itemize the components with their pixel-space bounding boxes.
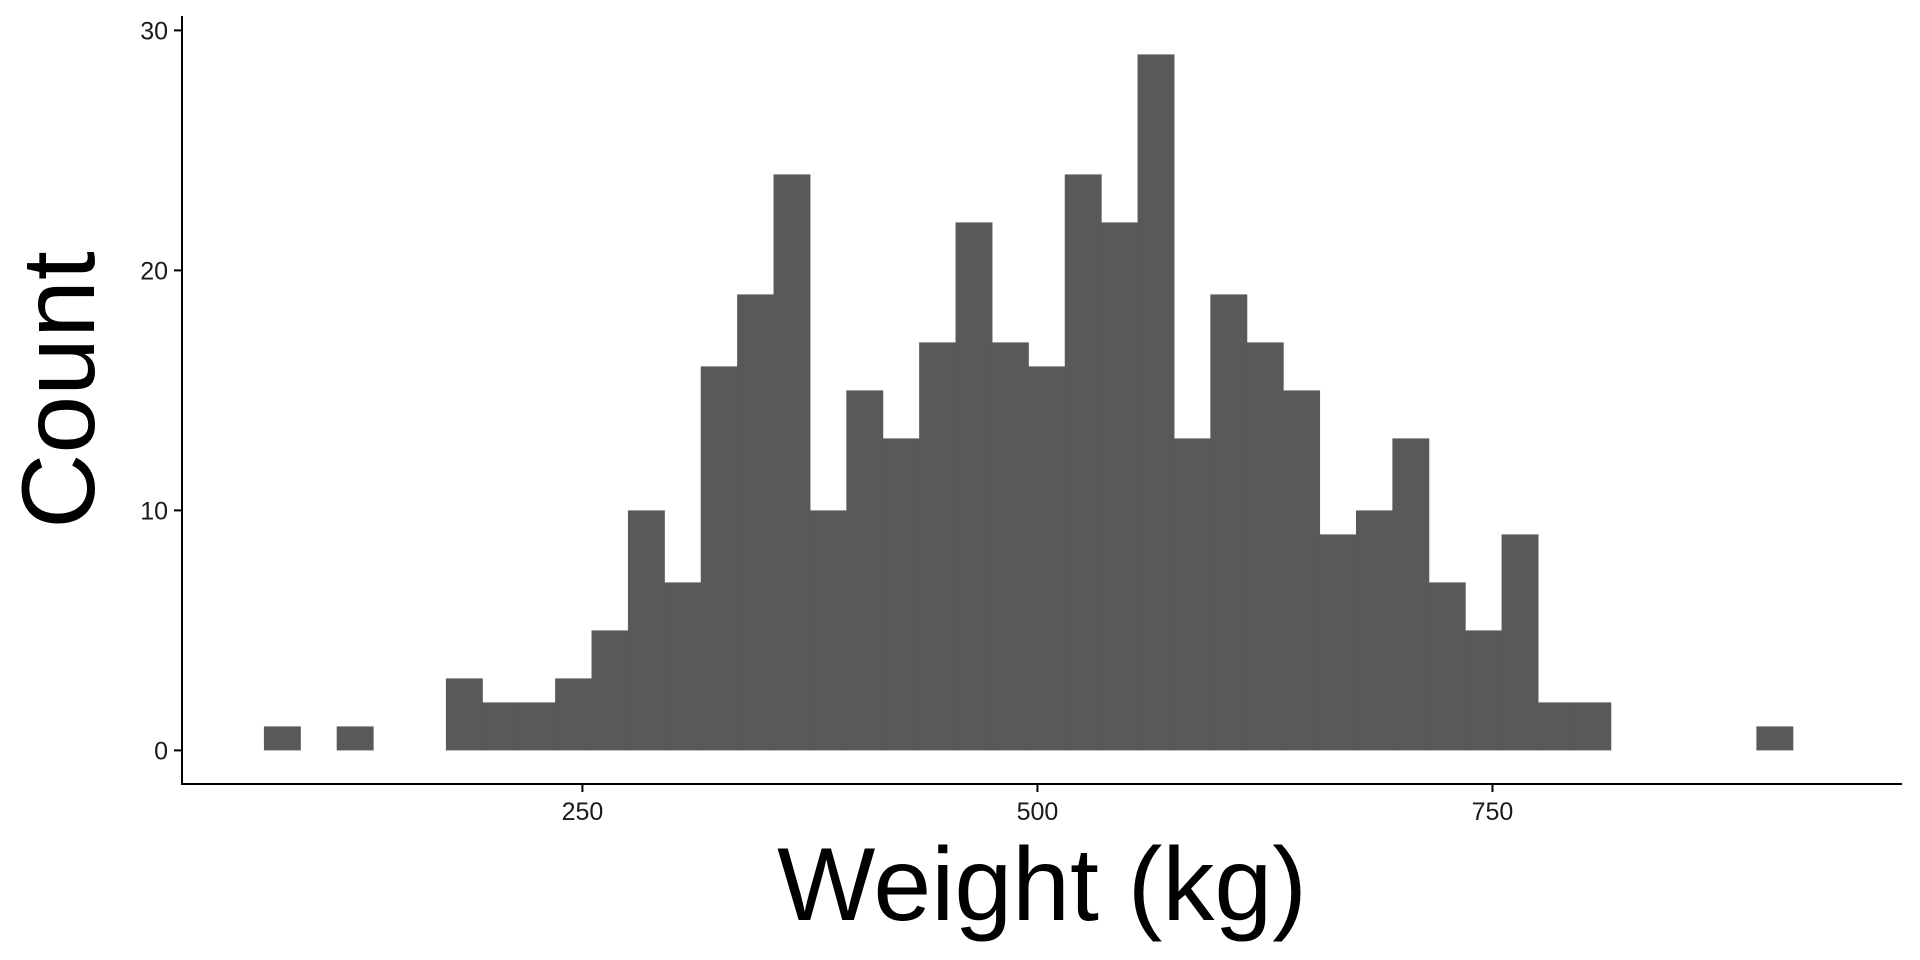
x-axis-ticks: 250 500 750 bbox=[562, 784, 1514, 826]
x-tick-label: 500 bbox=[1017, 798, 1059, 826]
histogram-bar bbox=[1246, 342, 1284, 751]
histogram-bar bbox=[664, 582, 702, 751]
x-axis-title: Weight (kg) bbox=[777, 827, 1307, 943]
histogram-bar bbox=[591, 630, 629, 751]
histogram-bar bbox=[700, 366, 738, 751]
y-tick-label: 30 bbox=[140, 17, 168, 45]
histogram-bars bbox=[263, 54, 1794, 751]
histogram-bar bbox=[1210, 294, 1248, 751]
histogram-bar bbox=[627, 510, 665, 751]
histogram-bar bbox=[1319, 534, 1357, 751]
histogram-bar bbox=[1537, 702, 1575, 751]
histogram-bar bbox=[1028, 366, 1066, 751]
histogram-bar bbox=[991, 342, 1029, 751]
histogram-bar bbox=[1501, 534, 1539, 751]
histogram-bar bbox=[1173, 438, 1211, 751]
histogram-bar bbox=[1137, 54, 1175, 751]
histogram-bar bbox=[518, 702, 556, 751]
histogram-bar bbox=[882, 438, 920, 751]
x-tick-label: 250 bbox=[562, 798, 604, 826]
histogram-bar bbox=[555, 678, 593, 751]
y-axis-ticks: 0 10 20 30 bbox=[140, 17, 182, 765]
histogram-bar bbox=[919, 342, 957, 751]
histogram-bar bbox=[737, 294, 775, 751]
histogram-bar bbox=[336, 726, 374, 751]
histogram-bar bbox=[846, 390, 884, 751]
histogram-bar bbox=[1428, 582, 1466, 751]
histogram-bar bbox=[1101, 222, 1139, 751]
histogram-bar bbox=[809, 510, 847, 751]
histogram-bar bbox=[1064, 174, 1102, 751]
histogram-bar bbox=[1392, 438, 1430, 751]
histogram-bar bbox=[1355, 510, 1393, 751]
histogram-bar bbox=[1283, 390, 1321, 751]
y-axis-title: Count bbox=[1, 251, 117, 529]
histogram-bar bbox=[1465, 630, 1503, 751]
histogram-bar bbox=[1756, 726, 1794, 751]
histogram-bar bbox=[955, 222, 993, 751]
y-tick-label: 20 bbox=[140, 257, 168, 285]
histogram-bar bbox=[263, 726, 301, 751]
histogram-bar bbox=[1574, 702, 1612, 751]
histogram-bar bbox=[482, 702, 520, 751]
y-tick-label: 0 bbox=[154, 737, 168, 765]
y-tick-label: 10 bbox=[140, 497, 168, 525]
histogram-bar bbox=[773, 174, 811, 751]
histogram-bar bbox=[445, 678, 483, 751]
x-tick-label: 750 bbox=[1472, 798, 1514, 826]
